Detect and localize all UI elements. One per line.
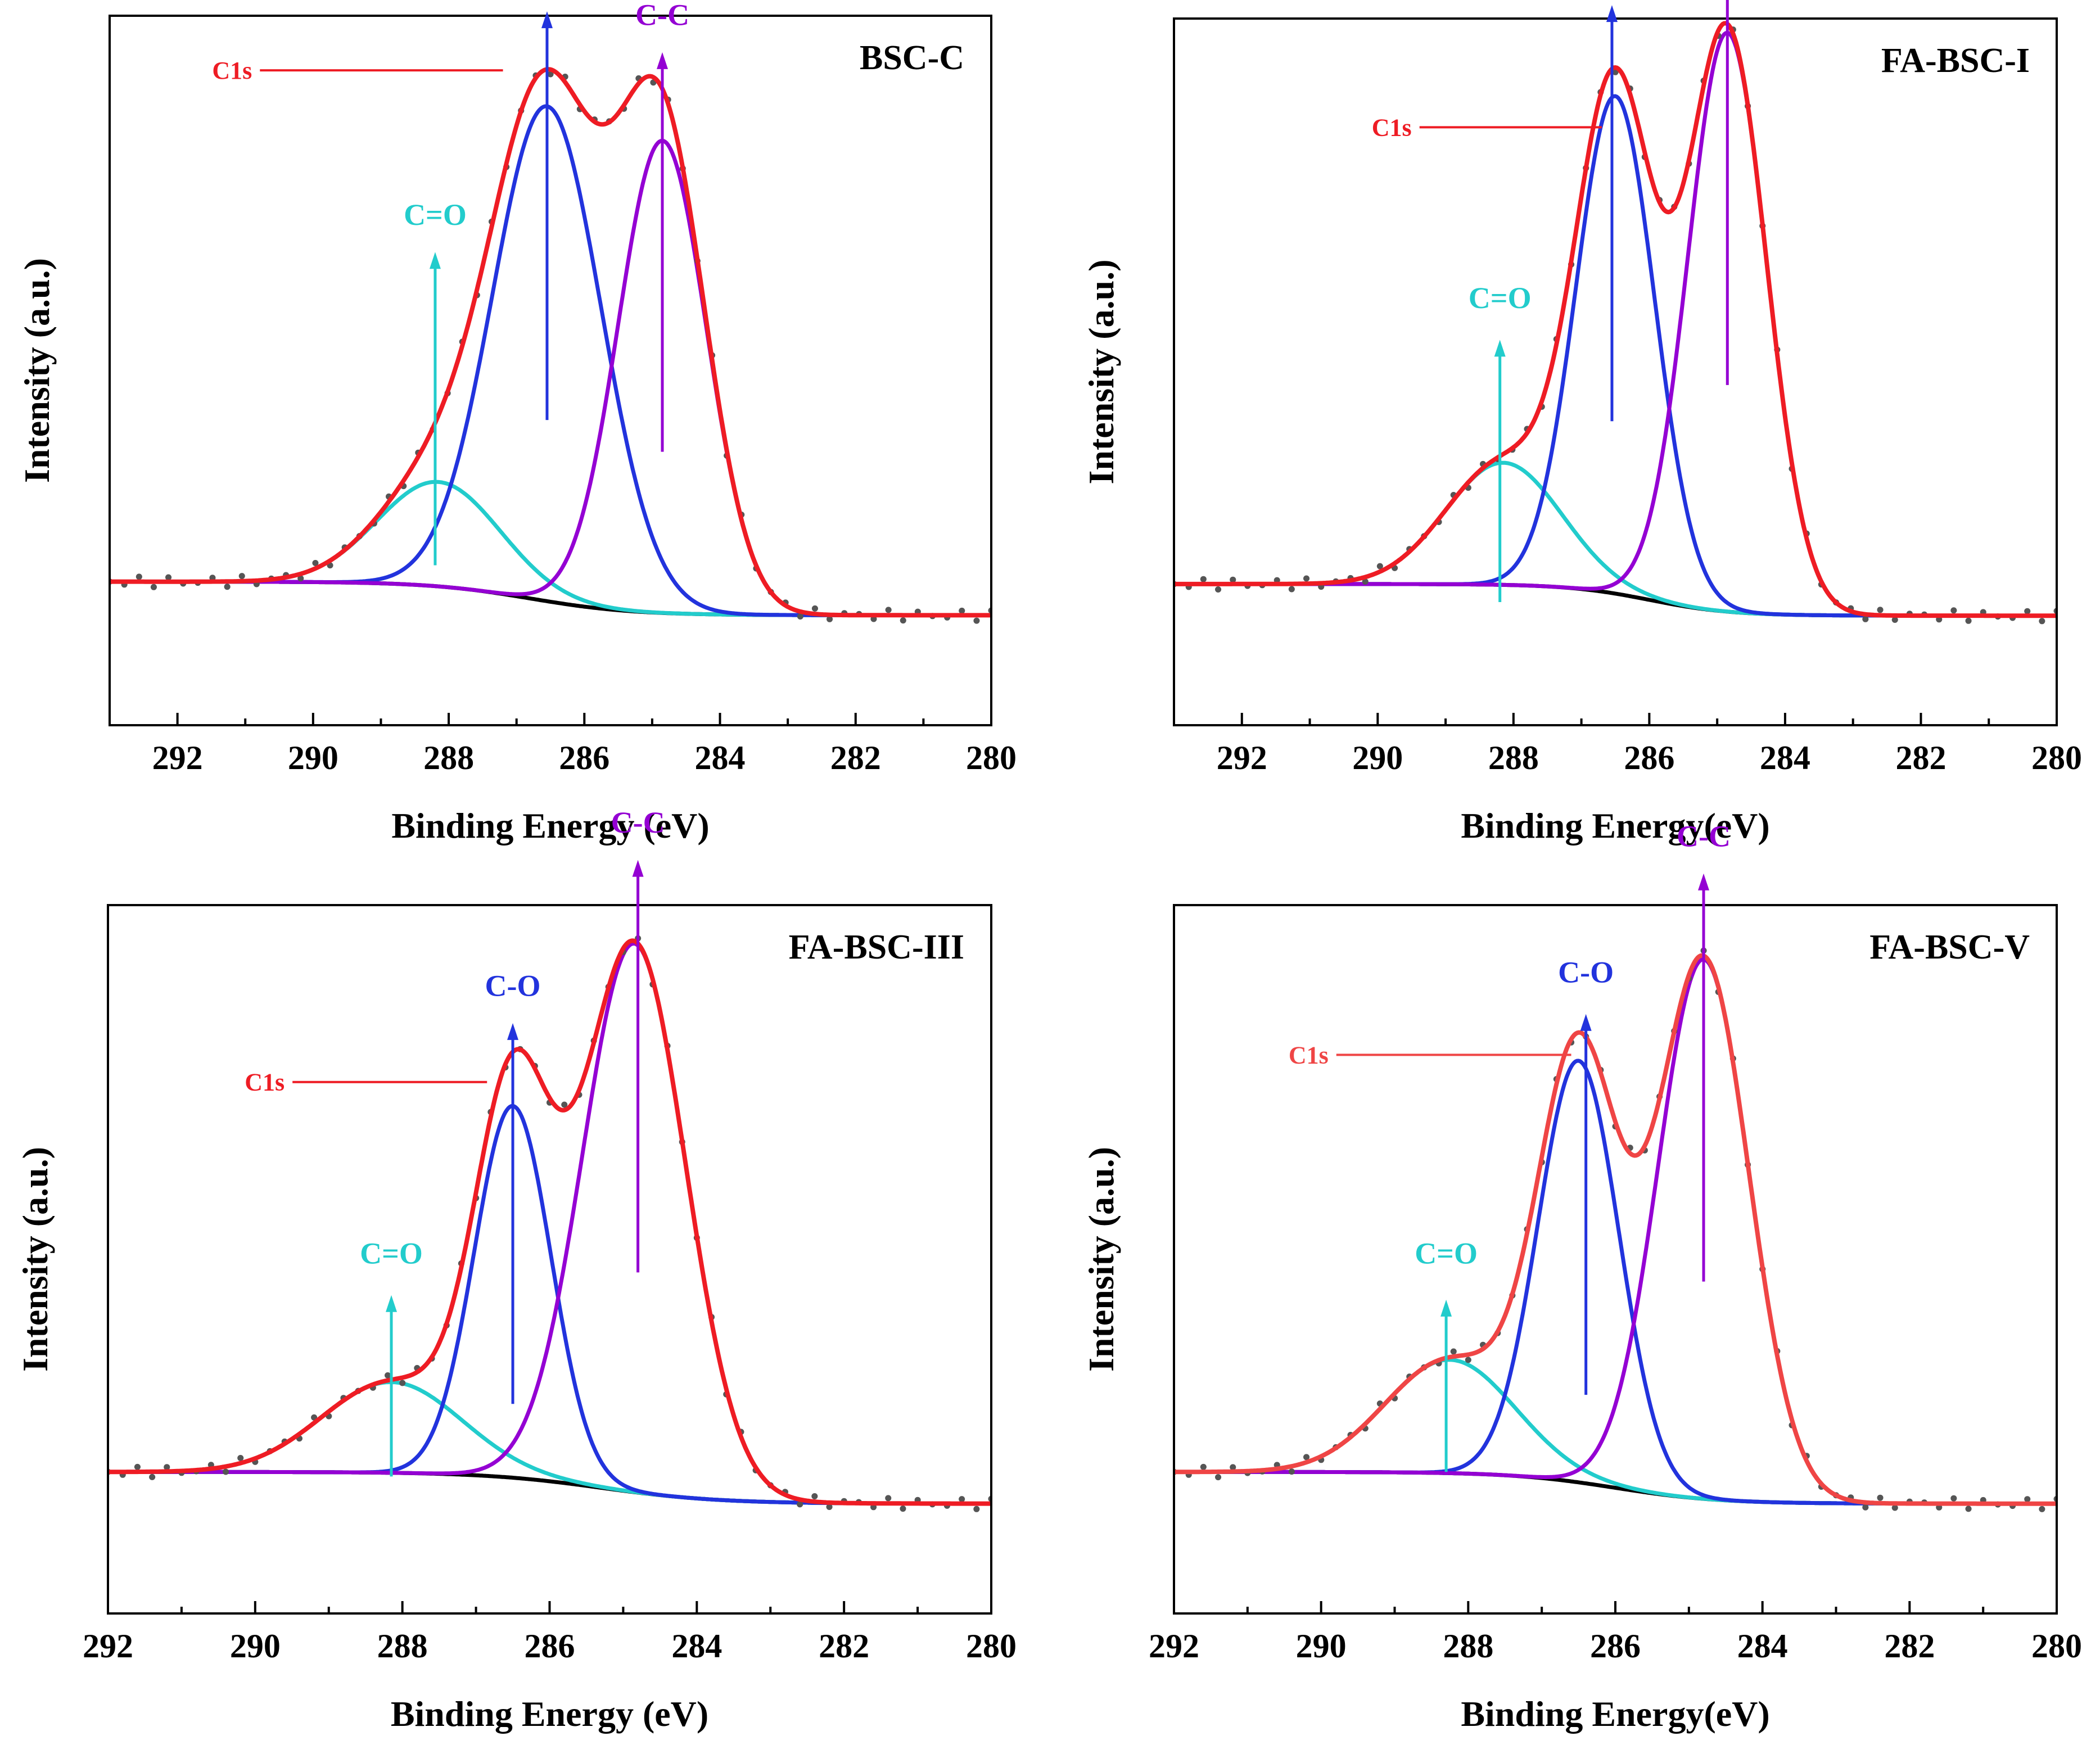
x-tick-label: 292 <box>1149 1628 1199 1665</box>
x-tick-label: 282 <box>819 1628 869 1665</box>
x-axis: 292 290 288 286 284 282 280 <box>83 1601 1017 1665</box>
x-tick-label: 282 <box>1895 739 1946 776</box>
annotation-label: C-C <box>611 806 665 839</box>
x-axis: 292 290 288 286 284 282 280 <box>1173 713 2082 776</box>
chart-panel-2: 292 290 288 286 284 282 280 Binding Energy(eV) I… <box>1081 0 2082 846</box>
annotation-label: C-O <box>1558 955 1614 989</box>
x-tick-label: 290 <box>288 739 338 776</box>
annotation-label: C-O <box>485 969 541 1003</box>
annotation-arrow-head <box>1440 1299 1452 1317</box>
curves <box>1175 21 2056 625</box>
c1s-label: C1s <box>1372 114 1412 141</box>
x-tick-label: 290 <box>1352 739 1403 776</box>
chart-panel-1: 292 290 288 286 284 282 280 Binding Energy (eV)… <box>17 0 1017 846</box>
x-tick-label: 280 <box>2031 1628 2082 1665</box>
x-tick-label: 280 <box>966 739 1017 776</box>
x-axis-label: Binding Energy (eV) <box>391 806 709 846</box>
annotation-arrow-head <box>507 1023 519 1040</box>
x-tick-label: 288 <box>1488 739 1539 776</box>
envelope-curve <box>1175 21 2056 618</box>
x-tick-label: 292 <box>152 739 203 776</box>
annotation-arrow-head <box>1580 1014 1592 1031</box>
y-axis-label: Intensity (a.u.) <box>17 258 57 483</box>
annotation-label: C=O <box>404 198 467 232</box>
annotation-label: C-C <box>635 0 689 31</box>
x-tick-label: 286 <box>559 739 609 776</box>
x-tick-label: 288 <box>377 1628 428 1665</box>
annotation-arrow-head <box>386 1295 398 1312</box>
x-tick-label: 282 <box>1884 1628 1935 1665</box>
plot-frame <box>109 15 992 726</box>
panel-label: FA-BSC-V <box>1869 928 2030 966</box>
chart-panel-4: 292 290 288 286 284 282 280 Binding Energy(eV) I… <box>1081 819 2082 1734</box>
x-tick-label: 280 <box>966 1628 1017 1665</box>
x-tick-label: 286 <box>1624 739 1674 776</box>
x-tick-label: 290 <box>230 1628 281 1665</box>
x-tick-label: 284 <box>695 739 746 776</box>
envelope-curve <box>109 938 990 1506</box>
x-axis: 292 290 288 286 284 282 280 <box>109 713 1017 776</box>
annotation-label: C=O <box>360 1236 423 1270</box>
x-tick-label: 288 <box>1443 1628 1493 1665</box>
x-tick-label: 292 <box>83 1628 133 1665</box>
annotation-arrow-head <box>632 860 644 877</box>
annotation-arrow-head <box>541 11 553 29</box>
x-tick-label: 286 <box>1590 1628 1641 1665</box>
x-axis: 292 290 288 286 284 282 280 <box>1149 1601 2082 1665</box>
annotation-arrow-head <box>429 252 441 269</box>
y-axis-label: Intensity (a.u.) <box>1081 1147 1121 1372</box>
annotation-arrow-head <box>1698 873 1709 890</box>
x-axis-label: Binding Energy(eV) <box>1461 806 1769 846</box>
x-tick-label: 290 <box>1296 1628 1347 1665</box>
annotation-label: C=O <box>1469 281 1532 315</box>
envelope-curve <box>111 67 990 618</box>
x-tick-label: 280 <box>2031 739 2082 776</box>
panel-label: BSC-C <box>860 39 964 77</box>
annotation-label: C=O <box>1415 1236 1478 1270</box>
curves <box>111 67 990 624</box>
c1s-label: C1s <box>212 57 252 84</box>
x-axis-label: Binding Energy (eV) <box>391 1694 708 1734</box>
y-axis-label: Intensity (a.u.) <box>1081 259 1121 484</box>
annotation-arrow-head <box>657 52 669 69</box>
x-tick-label: 282 <box>830 739 881 776</box>
annotation-label: C-C <box>1677 819 1731 853</box>
envelope-curve <box>1175 953 2056 1506</box>
chart-panel-3: 292 290 288 286 284 282 280 Binding Energy (eV)… <box>15 806 1017 1734</box>
c1s-label: C1s <box>1289 1041 1329 1069</box>
x-tick-label: 284 <box>671 1628 722 1665</box>
x-tick-label: 284 <box>1737 1628 1788 1665</box>
x-tick-label: 284 <box>1760 739 1810 776</box>
panel-label: FA-BSC-III <box>789 928 964 966</box>
curves <box>1175 947 2056 1512</box>
y-axis-label: Intensity (a.u.) <box>15 1147 55 1372</box>
x-tick-label: 292 <box>1217 739 1267 776</box>
curves <box>109 935 990 1512</box>
annotation-arrow-head <box>1494 340 1506 357</box>
annotation-arrow-head <box>1606 5 1618 22</box>
x-tick-label: 286 <box>525 1628 575 1665</box>
x-tick-label: 288 <box>423 739 474 776</box>
x-axis-label: Binding Energy(eV) <box>1461 1694 1769 1734</box>
c1s-label: C1s <box>245 1069 284 1096</box>
panel-label: FA-BSC-I <box>1881 42 2030 80</box>
